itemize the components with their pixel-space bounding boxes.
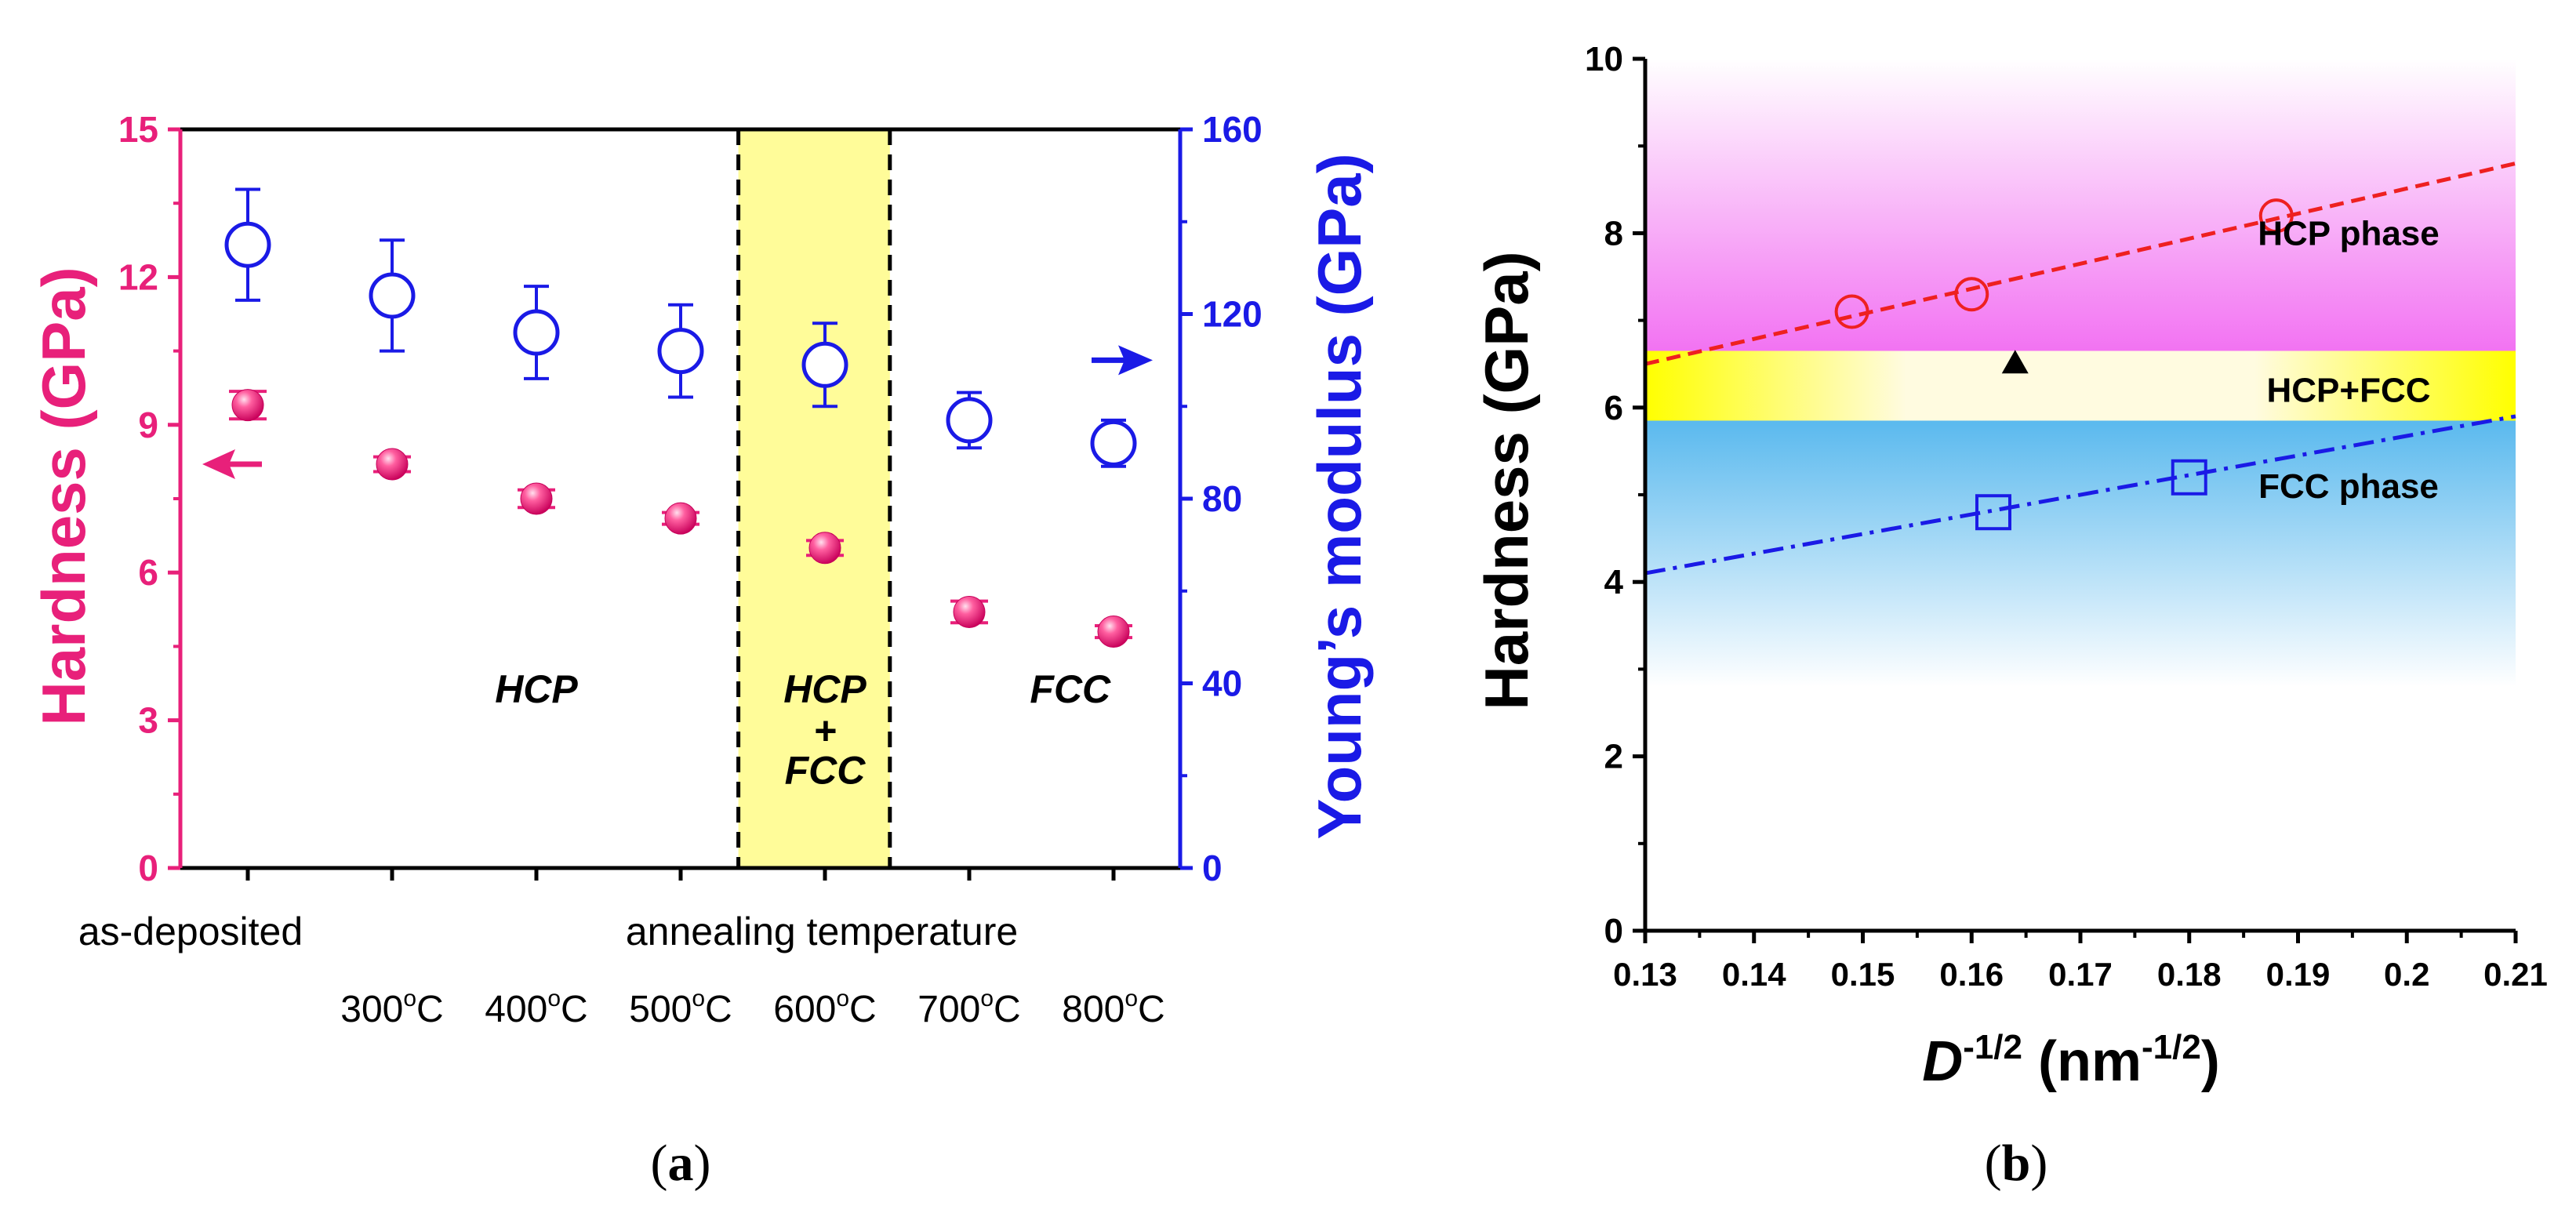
b-band-label-hcp-fcc: HCP+FCC xyxy=(2266,372,2430,410)
a-temperature-label: 800oC xyxy=(1062,986,1164,1030)
a-modulus-point xyxy=(946,397,993,444)
b-y-axis-title: Hardness (GPa) xyxy=(1472,251,1541,710)
a-temperature-label: 600oC xyxy=(773,986,876,1030)
a-hardness-point xyxy=(231,389,264,422)
panel-b: 0.13 0.14 0.15 0.16 0.17 0.18 0.19 0.2 0.21 0 2 4 6… xyxy=(1472,40,2548,1192)
a-left-tick-label: 0 xyxy=(138,848,158,888)
a-modulus-point xyxy=(224,221,271,268)
a-right-tick-label: 160 xyxy=(1202,109,1263,150)
a-hardness-point xyxy=(1097,616,1130,648)
a-left-axis-ticks: 0 3 6 9 12 15 xyxy=(118,109,180,888)
b-hcp-point xyxy=(1834,294,1869,329)
b-fcc-point xyxy=(1975,494,2011,531)
b-mixed-point xyxy=(2001,350,2029,374)
a-left-axis-title: Hardness (GPa) xyxy=(29,267,98,725)
b-y-tick-label: 6 xyxy=(1604,389,1623,427)
a-modulus-point xyxy=(513,309,560,356)
a-modulus-series xyxy=(224,187,1137,468)
b-y-tick-label: 4 xyxy=(1604,563,1624,601)
a-left-tick-label: 12 xyxy=(118,256,158,297)
b-fit-line-fcc xyxy=(1644,414,2516,576)
a-hardness-point xyxy=(808,532,841,565)
b-y-tick-label: 10 xyxy=(1585,40,1623,78)
a-right-tick-label: 120 xyxy=(1202,294,1263,335)
a-temperature-label: 500oC xyxy=(629,986,732,1030)
b-band-fcc xyxy=(1645,420,2516,687)
a-highlight-region xyxy=(738,129,890,868)
a-temperature-label: 700oC xyxy=(917,986,1020,1030)
b-fcc-point xyxy=(2171,459,2207,496)
b-x-axis-title: D-1/2 (nm-1/2) xyxy=(1922,1028,2220,1093)
b-x-tick-label: 0.17 xyxy=(2048,956,2113,993)
a-phase-label-plus: + xyxy=(813,709,836,753)
b-y-tick-label: 2 xyxy=(1604,738,1623,776)
a-axis-arrows xyxy=(202,345,1153,480)
a-hardness-point xyxy=(520,482,553,515)
a-left-tick-label: 3 xyxy=(138,700,158,741)
a-xlabel-as-deposited: as-deposited xyxy=(78,910,303,953)
a-hardness-point xyxy=(953,595,986,628)
a-modulus-point xyxy=(657,328,704,375)
panel-a: 0 3 6 9 12 15 0 40 80 120 160 HCP HCP + FCC FCC H… xyxy=(29,109,1374,1192)
a-panel-label: (a) xyxy=(651,1135,711,1192)
b-x-tick-label: 0.18 xyxy=(2157,956,2222,993)
b-band-label-hcp: HCP phase xyxy=(2258,214,2440,252)
a-right-axis-ticks: 0 40 80 120 160 xyxy=(1180,109,1263,888)
b-band-label-fcc: FCC phase xyxy=(2258,467,2439,506)
a-hardness-point xyxy=(376,448,409,481)
a-right-axis-title: Young’s modulus (GPa) xyxy=(1305,153,1374,839)
a-right-arrow-head xyxy=(1118,345,1153,376)
b-y-tick-label: 8 xyxy=(1604,214,1623,252)
a-plot-frame xyxy=(178,127,1183,870)
b-y-tick-label: 0 xyxy=(1604,912,1623,950)
a-right-tick-label: 0 xyxy=(1202,848,1223,888)
a-modulus-point xyxy=(369,272,416,319)
a-temperature-labels: 300oC 400oC 500oC 600oC 700oC 800oC xyxy=(340,986,1164,1030)
b-x-tick-label: 0.14 xyxy=(1722,956,1786,993)
a-left-tick-label: 15 xyxy=(118,109,158,150)
a-phase-label-hcp: HCP xyxy=(495,667,578,711)
b-band-hcp-fcc xyxy=(1645,350,2516,421)
b-x-tick-label: 0.15 xyxy=(1831,956,1895,993)
a-modulus-point xyxy=(1090,419,1137,467)
b-x-tick-label: 0.13 xyxy=(1613,956,1677,993)
a-phase-label-hcp-mixed: HCP xyxy=(783,667,867,711)
b-x-tick-label: 0.21 xyxy=(2483,956,2548,993)
a-left-tick-label: 9 xyxy=(138,405,158,445)
a-right-tick-label: 80 xyxy=(1202,478,1242,519)
b-x-tick-label: 0.16 xyxy=(1939,956,2004,993)
b-x-tick-label: 0.2 xyxy=(2384,956,2429,993)
a-right-tick-label: 40 xyxy=(1202,663,1242,704)
a-left-tick-label: 6 xyxy=(138,552,158,593)
b-x-tick-label: 0.19 xyxy=(2266,956,2331,993)
a-left-arrow-head xyxy=(202,449,235,480)
b-y-axis-ticks: 0 2 4 6 8 10 xyxy=(1585,40,1645,950)
b-panel-label: (b) xyxy=(1985,1135,2048,1192)
a-xlabel-annealing: annealing temperature xyxy=(626,910,1018,953)
a-temperature-label: 400oC xyxy=(485,986,587,1030)
a-hardness-point xyxy=(664,502,697,535)
a-phase-label-fcc: FCC xyxy=(1030,667,1111,711)
b-x-axis-ticks: 0.13 0.14 0.15 0.16 0.17 0.18 0.19 0.2 0.21 xyxy=(1613,931,2548,993)
a-x-axis-ticks xyxy=(245,868,1116,881)
a-temperature-label: 300oC xyxy=(340,986,443,1030)
b-data-points xyxy=(1834,198,2294,531)
b-fit-line-hcp xyxy=(1644,162,2516,366)
b-band-hcp xyxy=(1645,59,2516,351)
b-hcp-point xyxy=(1954,277,1989,312)
a-hardness-series xyxy=(229,389,1132,648)
a-phase-label-fcc-mixed: FCC xyxy=(785,748,867,792)
b-hcp-point xyxy=(2258,198,2294,234)
a-modulus-point xyxy=(801,341,848,388)
